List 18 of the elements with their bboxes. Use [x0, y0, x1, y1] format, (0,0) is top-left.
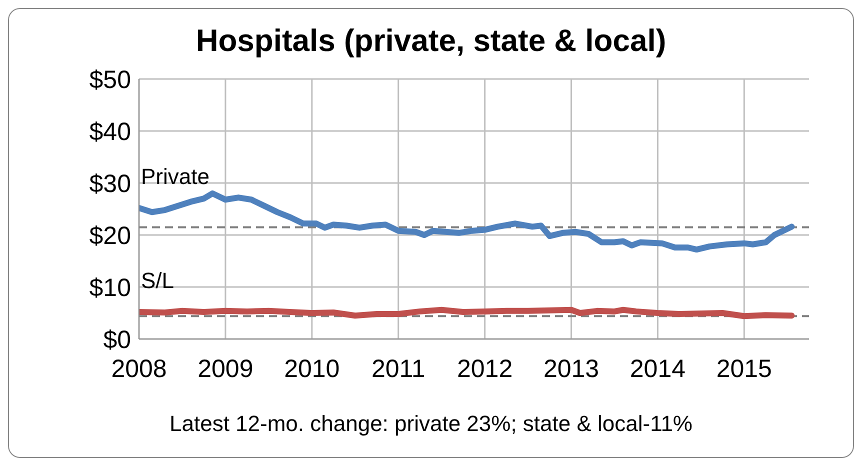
series-label: S/L: [141, 268, 174, 293]
text: Latest 12-mo. change: private 23%; state & local-11%: [168, 411, 694, 437]
x-tick-label: 2012: [456, 354, 513, 383]
x-tick-label: 2013: [543, 354, 600, 383]
x-tick-label: 2011: [371, 354, 426, 383]
chart-title: Hospitals (private, state & local): [194, 23, 668, 59]
y-tick-label: $30: [89, 170, 131, 198]
series-label: Private: [141, 164, 210, 189]
y-tick-label: $40: [89, 118, 131, 146]
x-tick-label: 2008: [111, 354, 167, 383]
y-tick-label: $20: [89, 222, 131, 250]
x-tick-label: 2010: [284, 354, 340, 383]
x-tick-label: 2014: [630, 354, 686, 383]
x-tick-label: 2015: [716, 354, 772, 383]
y-tick-label: $10: [89, 274, 131, 302]
x-tick-label: 2009: [198, 354, 254, 383]
y-tick-label: $0: [103, 326, 131, 354]
y-tick-label: $50: [89, 66, 131, 94]
